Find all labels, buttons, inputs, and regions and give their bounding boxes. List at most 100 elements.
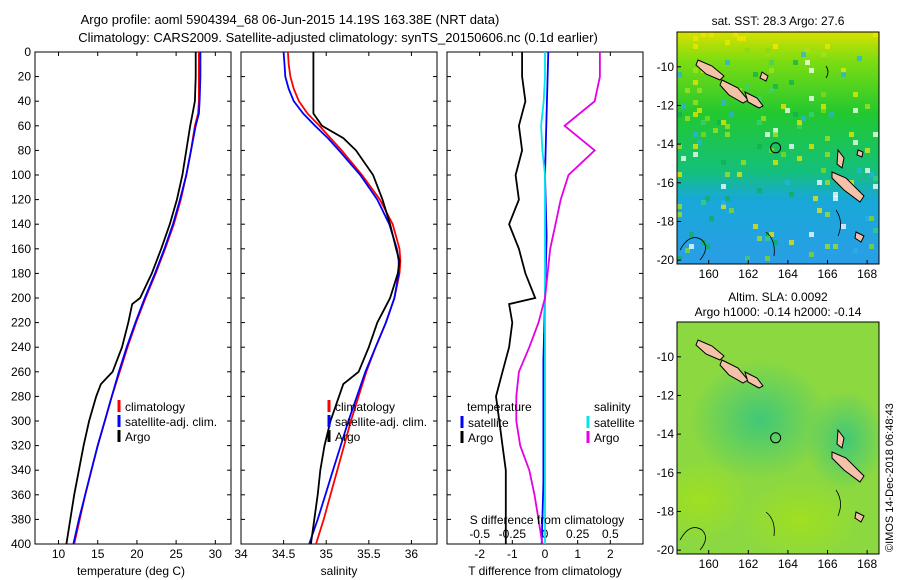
sst-pixel	[677, 172, 682, 177]
legend-label-climatology: climatology	[335, 400, 395, 414]
s-tick-label: -0.25	[499, 527, 527, 541]
island	[744, 371, 764, 389]
salinity-legend: climatology satellite-adj. clim. Argo	[327, 400, 427, 444]
sla-map-subtitle: Argo h1000: -0.14 h2000: -0.14	[695, 305, 862, 319]
sst-pixel	[809, 112, 814, 117]
series-satellite-adj-clim-	[72, 52, 202, 544]
contour	[835, 209, 841, 237]
sst-pixel	[797, 156, 802, 161]
sst-pixel	[741, 36, 746, 41]
sst-pixel	[793, 60, 798, 65]
map-y-tick-label: -10	[657, 60, 675, 74]
title-line1: Argo profile: aoml 5904394_68 06-Jun-201…	[81, 12, 500, 27]
y-tick-label: 320	[11, 439, 31, 453]
sst-pixel	[773, 160, 778, 165]
map-y-tick-label: -12	[657, 98, 675, 112]
legend-label-climatology: climatology	[125, 400, 185, 414]
sst-pixel	[761, 116, 766, 121]
temperature-legend: climatology satellite-adj. clim. Argo	[117, 400, 217, 444]
temperature-xlabel: temperature (deg C)	[77, 564, 185, 578]
sst-pixel	[697, 108, 702, 113]
sst-pixel	[773, 84, 778, 89]
sst-pixel	[689, 232, 694, 237]
sst-pixel	[769, 68, 774, 73]
y-tick-label: 300	[11, 414, 31, 428]
y-tick-label: 400	[11, 537, 31, 551]
sst-pixel	[733, 32, 738, 37]
sst-pixel	[789, 144, 794, 149]
sst-pixel	[697, 88, 702, 93]
y-tick-label: 160	[11, 242, 31, 256]
sst-pixel	[701, 200, 706, 205]
sst-pixel	[857, 56, 862, 61]
sst-pixel	[745, 256, 750, 261]
sst-pixel	[721, 204, 726, 209]
sst-pixel	[693, 112, 698, 117]
y-tick-label: 260	[11, 365, 31, 379]
sst-pixel	[725, 172, 730, 177]
sst-pixel	[785, 180, 790, 185]
sst-pixel	[781, 104, 786, 109]
sst-pixel	[685, 88, 690, 93]
sst-pixel	[801, 52, 806, 57]
sst-pixel	[869, 172, 874, 177]
contour	[825, 65, 829, 79]
island	[831, 451, 865, 483]
s-tick-label: -0.5	[469, 527, 490, 541]
map-y-tick-label: -20	[657, 253, 675, 267]
sst-pixel	[725, 196, 730, 201]
x-tick-label: 34	[234, 547, 248, 561]
map-x-tick-label: 166	[817, 557, 837, 571]
sst-pixel	[809, 96, 814, 101]
sst-pixel	[825, 244, 830, 249]
map-x-tick-label: 160	[699, 557, 719, 571]
y-tick-label: 120	[11, 193, 31, 207]
sst-pixel	[849, 180, 854, 185]
sst-pixel	[789, 240, 794, 245]
sst-pixel	[721, 160, 726, 165]
sst-pixel	[681, 156, 686, 161]
y-tick-label: 240	[11, 340, 31, 354]
sst-pixel	[677, 256, 682, 261]
island	[836, 148, 845, 169]
map-x-tick-label: 162	[738, 557, 758, 571]
sst-pixel	[853, 92, 858, 97]
y-tick-label: 340	[11, 463, 31, 477]
temperature-plot-frame	[34, 51, 232, 545]
sst-pixel	[865, 168, 870, 173]
sst-pixel	[745, 84, 750, 89]
y-tick-label: 360	[11, 488, 31, 502]
y-tick-label: 0	[24, 45, 31, 59]
series-satellite-adj-clim-	[282, 52, 400, 544]
sst-pixel	[825, 44, 830, 49]
sst-pixel	[769, 232, 774, 237]
sst-pixel	[725, 40, 730, 45]
sst-pixel	[725, 124, 730, 129]
series-t-argo	[495, 52, 537, 544]
sst-pixel	[789, 192, 794, 197]
legend-label-s-satellite: satellite	[594, 416, 635, 430]
sst-pixel	[701, 132, 706, 137]
sst-pixel	[745, 48, 750, 53]
sst-pixel	[705, 196, 710, 201]
sst-pixel	[865, 148, 870, 153]
island	[854, 231, 865, 243]
sst-pixel	[793, 112, 798, 117]
sst-pixel	[741, 160, 746, 165]
map-x-tick-label: 168	[857, 557, 877, 571]
y-tick-label: 180	[11, 266, 31, 280]
map-x-tick-label: 160	[699, 267, 719, 281]
contour	[679, 237, 706, 261]
sst-pixel	[693, 68, 698, 73]
legend-title-salinity: salinity	[594, 400, 631, 414]
sst-pixel	[725, 132, 730, 137]
sst-pixel	[821, 168, 826, 173]
sst-pixel	[677, 72, 682, 77]
sst-pixel	[781, 152, 786, 157]
contour	[835, 489, 841, 517]
legend-label-t-satellite: satellite	[468, 416, 509, 430]
sst-pixel	[693, 44, 698, 49]
title-line2: Climatology: CARS2009. Satellite-adjuste…	[78, 30, 598, 45]
legend-label-satellite: satellite-adj. clim.	[125, 415, 217, 429]
